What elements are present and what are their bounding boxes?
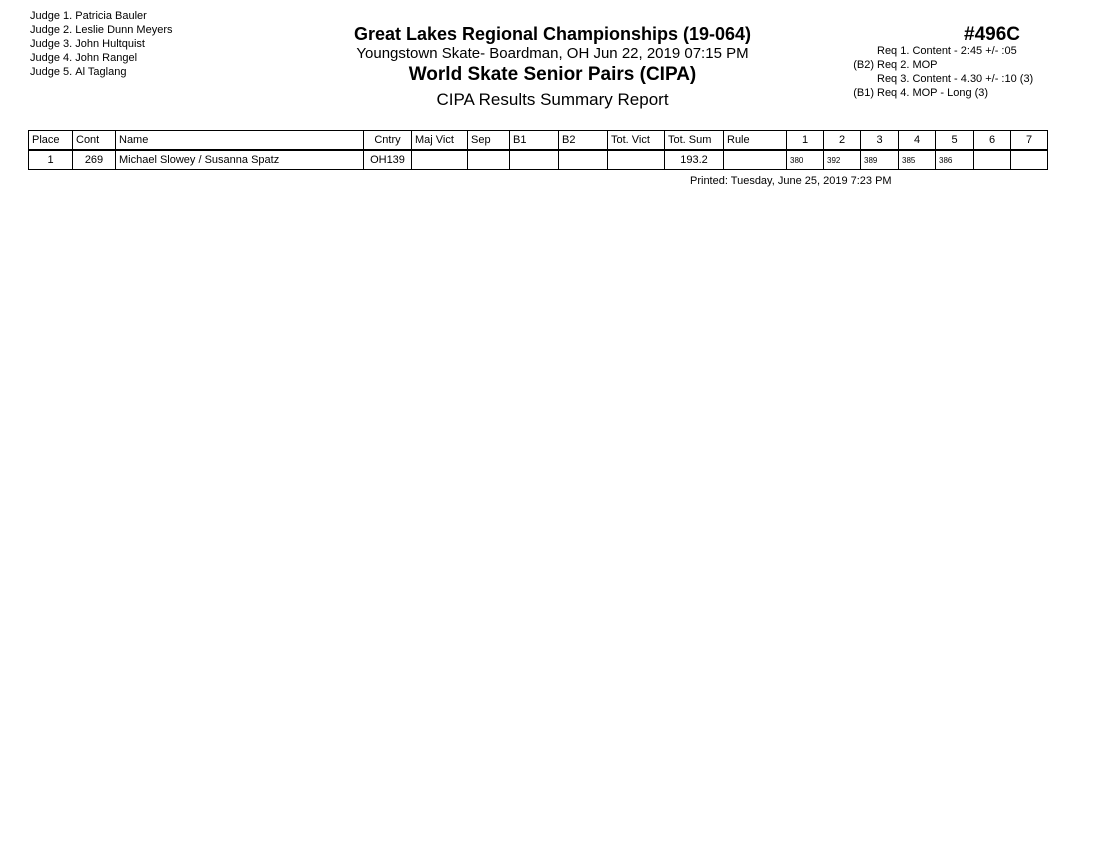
competition-title: Great Lakes Regional Championships (19-0… xyxy=(353,24,752,44)
col-judge-1: 1 xyxy=(786,130,824,151)
judge-2: Judge 2. Leslie Dunn Meyers xyxy=(30,24,173,36)
judge-score: 392 xyxy=(823,149,861,170)
judge-score: 380 xyxy=(786,149,824,170)
col-judge-3: 3 xyxy=(860,130,899,151)
col-judge-7: 7 xyxy=(1010,130,1048,151)
tot-sum: 193.2 xyxy=(664,149,724,170)
judge-score: 389 xyxy=(860,149,899,170)
judge-score xyxy=(973,149,1011,170)
col-judge-2: 2 xyxy=(823,130,861,151)
b2 xyxy=(558,149,608,170)
judge-3: Judge 3. John Hultquist xyxy=(30,38,145,50)
sep xyxy=(467,149,510,170)
requirements-list: Req 1. Content - 2:45 +/- :05 (B2) Req 2.… xyxy=(830,44,1033,100)
requirement: Req 1. Content - 2:45 +/- :05 xyxy=(877,45,1017,57)
col-name: Name xyxy=(115,130,364,151)
judge-score: 385 xyxy=(898,149,936,170)
col-tot-sum: Tot. Sum xyxy=(664,130,724,151)
col-judge-5: 5 xyxy=(935,130,974,151)
cntry: OH139 xyxy=(363,149,412,170)
col-judge-6: 6 xyxy=(973,130,1011,151)
col-place: Place xyxy=(28,130,73,151)
judges-list: Judge 1. Patricia Bauler Judge 2. Leslie… xyxy=(30,9,172,79)
results-table: Place Cont Name Cntry Maj Vict Sep B1 B2… xyxy=(28,130,1048,170)
judge-5: Judge 5. Al Taglang xyxy=(30,66,127,78)
col-rule: Rule xyxy=(723,130,787,151)
col-cntry: Cntry xyxy=(363,130,412,151)
place: 1 xyxy=(28,149,73,170)
report-title: CIPA Results Summary Report xyxy=(436,90,669,109)
table-row: 1 269 Michael Slowey / Susanna Spatz OH1… xyxy=(28,149,1048,170)
printed-timestamp: Printed: Tuesday, June 25, 2019 7:23 PM xyxy=(690,175,892,187)
judge-score xyxy=(1010,149,1048,170)
requirement: (B1) Req 4. MOP - Long (3) xyxy=(853,87,989,99)
cont: 269 xyxy=(72,149,116,170)
requirement: Req 3. Content - 4.30 +/- :10 (3) xyxy=(877,73,1034,85)
col-b1: B1 xyxy=(509,130,559,151)
col-b2: B2 xyxy=(558,130,608,151)
col-maj-vict: Maj Vict xyxy=(411,130,468,151)
col-sep: Sep xyxy=(467,130,510,151)
maj-vict xyxy=(411,149,468,170)
col-judge-4: 4 xyxy=(898,130,936,151)
rule xyxy=(723,149,787,170)
requirement: (B2) Req 2. MOP xyxy=(853,59,938,71)
col-tot-vict: Tot. Vict xyxy=(607,130,665,151)
event-title: World Skate Senior Pairs (CIPA) xyxy=(408,64,697,85)
location-date: Youngstown Skate- Boardman, OH Jun 22, 2… xyxy=(356,45,749,62)
judge-4: Judge 4. John Rangel xyxy=(30,52,138,64)
table-header: Place Cont Name Cntry Maj Vict Sep B1 B2… xyxy=(28,130,1048,151)
event-code: #496C xyxy=(964,24,1020,45)
judge-score: 386 xyxy=(935,149,974,170)
b1 xyxy=(509,149,559,170)
judge-1: Judge 1. Patricia Bauler xyxy=(30,10,147,22)
name: Michael Slowey / Susanna Spatz xyxy=(115,149,364,170)
tot-vict xyxy=(607,149,665,170)
col-cont: Cont xyxy=(72,130,116,151)
